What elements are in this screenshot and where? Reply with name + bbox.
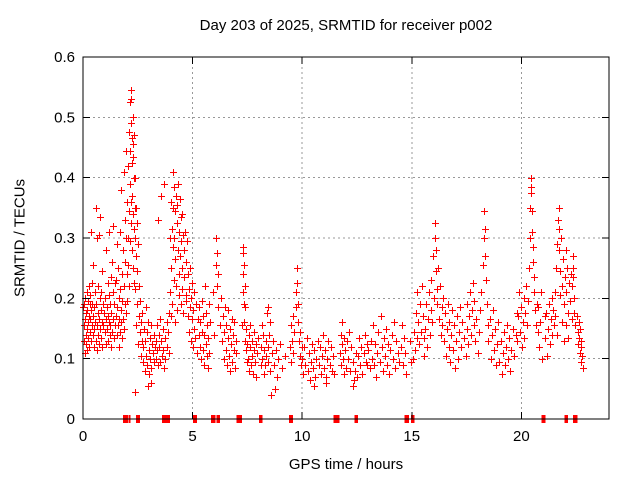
data-points	[80, 87, 587, 399]
tick-labels: 0 5 10 15 20 0 0.1 0.2 0.3 0.4 0.5 0.6	[54, 49, 530, 445]
y-tick-label: 0.1	[54, 351, 75, 368]
x-tick-label: 10	[294, 428, 311, 445]
x-tick-label: 5	[188, 428, 196, 445]
x-tick-label: 15	[403, 428, 420, 445]
x-axis-label: GPS time / hours	[288, 456, 404, 473]
y-tick-label: 0.6	[54, 49, 75, 66]
y-tick-label: 0.4	[54, 170, 75, 187]
chart-title: Day 203 of 2025, SRMTID for receiver p00…	[199, 17, 493, 34]
y-tick-label: 0.3	[54, 230, 75, 247]
y-tick-label: 0.5	[54, 109, 75, 126]
y-tick-label: 0.2	[54, 290, 75, 307]
x-tick-label: 0	[79, 428, 87, 445]
x-tick-label: 20	[513, 428, 530, 445]
axes	[82, 56, 610, 420]
y-tick-label: 0	[67, 411, 75, 428]
